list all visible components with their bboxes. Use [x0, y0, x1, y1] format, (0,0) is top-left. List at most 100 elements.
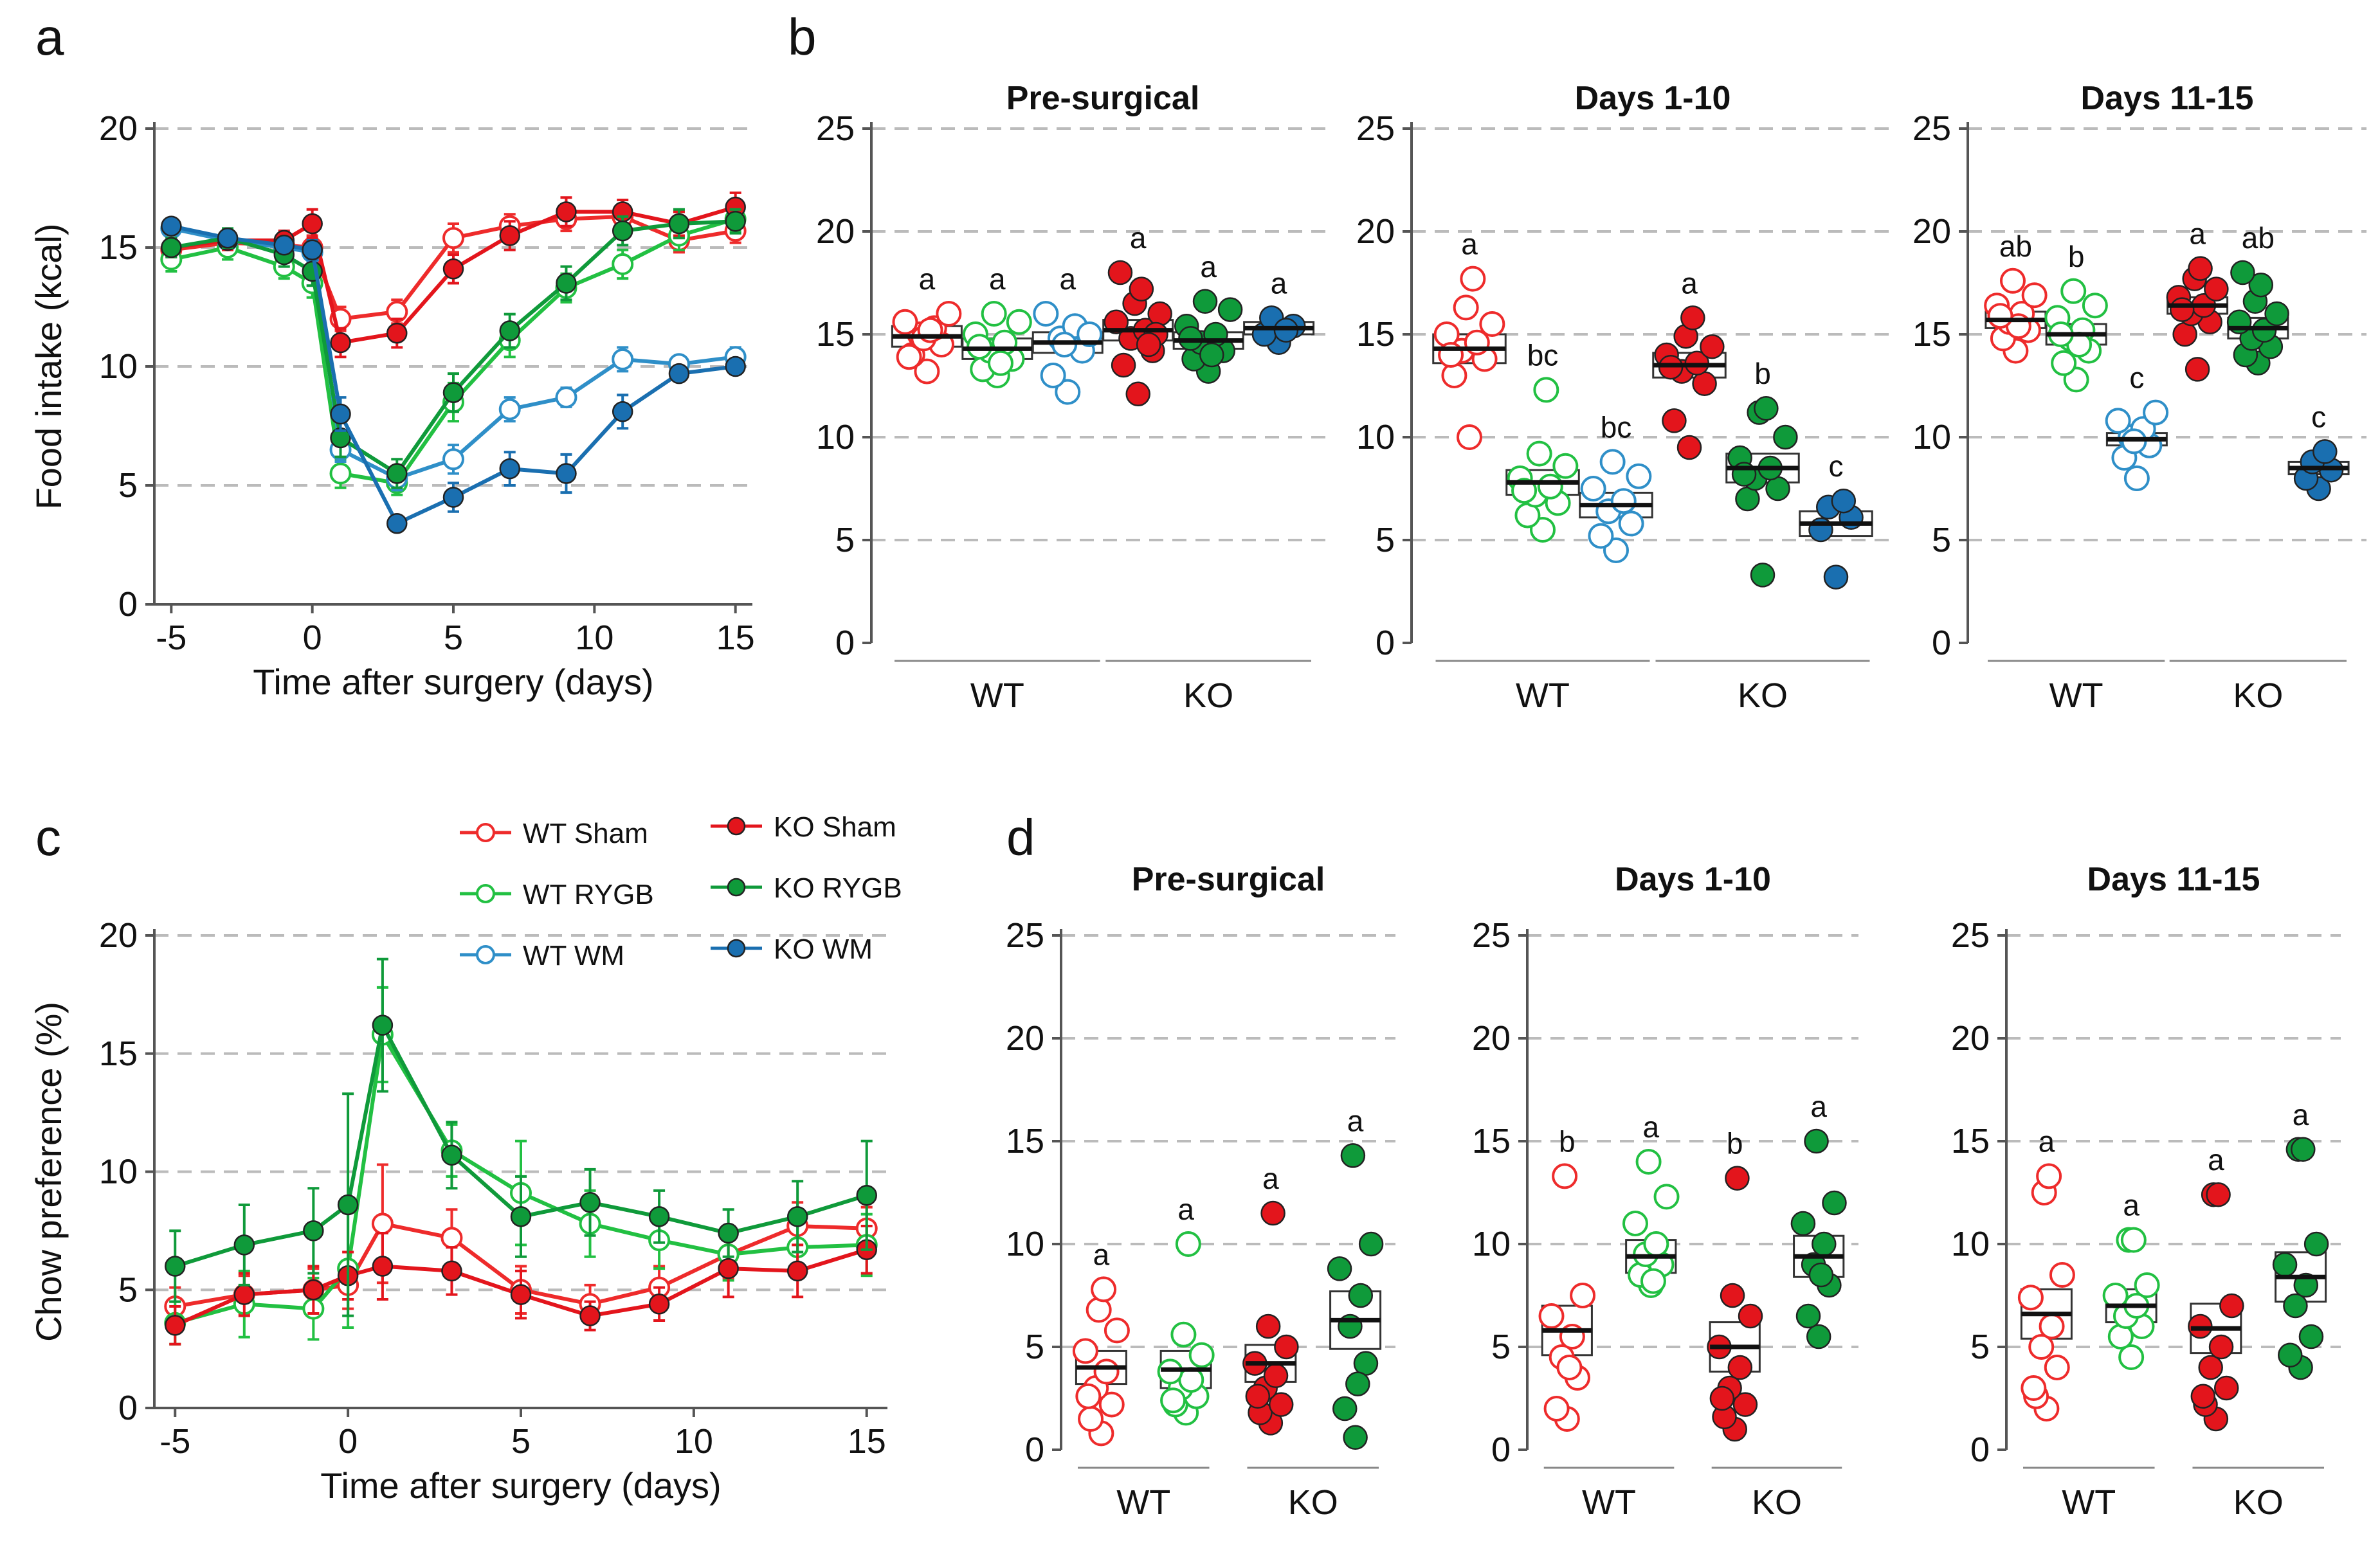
data-point: [2021, 1375, 2047, 1401]
data-point: [2278, 1342, 2303, 1368]
y-tick-label: 10: [1912, 418, 1951, 456]
data-point: [2120, 1227, 2147, 1253]
y-tick-label: 20: [816, 212, 855, 251]
data-point: [442, 487, 464, 508]
data-point: [1192, 289, 1218, 314]
group-wt-rygb: bc: [1505, 338, 1580, 543]
legend-label-ko-wm: KO WM: [774, 934, 873, 965]
data-point: [337, 1194, 359, 1216]
significance-letter: c: [1829, 449, 1844, 483]
group-wt-rygb: a: [1622, 1110, 1680, 1298]
data-point: [165, 1256, 186, 1277]
group-wt-rygb: a: [961, 262, 1033, 388]
data-point: [786, 1206, 808, 1227]
data-point: [1086, 1297, 1112, 1323]
panel-d-presurgical: d Pre-surgical 0 5 10 15 20 25 WT KO a a a a: [1006, 809, 1395, 1522]
data-point: [2118, 1344, 2145, 1370]
data-point: [1433, 321, 1460, 347]
group-label: WT: [1516, 676, 1570, 715]
data-point: [1199, 342, 1224, 368]
data-point: [1055, 379, 1081, 405]
data-point: [2044, 1355, 2070, 1380]
data-point: [1136, 332, 1161, 357]
data-point: [442, 448, 464, 471]
data-point: [1217, 297, 1243, 322]
data-point: [1804, 1128, 1829, 1154]
panel-label: d: [1006, 809, 1035, 866]
data-point: [1076, 321, 1103, 347]
data-point: [2021, 282, 2048, 309]
data-point: [1640, 1268, 1666, 1294]
y-tick-label: 10: [99, 1153, 138, 1191]
y-tick-label: 15: [1356, 315, 1395, 354]
y-tick-label: 25: [1951, 916, 1990, 955]
series-ko-sham: [161, 191, 746, 359]
data-point: [1075, 1383, 1102, 1409]
y-tick-label: 20: [1356, 212, 1395, 251]
group-wt-rygb: a: [1157, 1193, 1215, 1426]
group-ko-rygb: a: [1790, 1090, 1847, 1349]
data-point: [302, 213, 323, 235]
group-label: KO: [2233, 1483, 2284, 1522]
y-tick-label: 15: [99, 1034, 138, 1073]
y-tick-label: 0: [1491, 1430, 1511, 1469]
data-point: [1345, 1371, 1370, 1396]
group-label: WT: [970, 676, 1024, 715]
significance-letter: b: [1559, 1124, 1576, 1158]
group-ko-sham: a: [2166, 217, 2229, 382]
group-wt-rygb: b: [2044, 240, 2108, 393]
data-point: [1643, 1231, 1669, 1257]
group-wt-wm: a: [1031, 262, 1104, 405]
y-tick-label: 0: [1376, 624, 1395, 662]
data-point: [1078, 1406, 1104, 1432]
panel-title: Pre-surgical: [1006, 80, 1200, 117]
y-tick-label: 0: [835, 624, 855, 662]
legend-marker-wt-wm: [476, 945, 495, 964]
data-point: [1093, 1358, 1120, 1385]
data-point: [1808, 1262, 1834, 1288]
data-point: [556, 201, 577, 222]
data-point: [1255, 1313, 1281, 1339]
series-ko-wm: [161, 215, 746, 534]
y-tick-label: 10: [1356, 418, 1395, 456]
data-point: [1680, 305, 1705, 330]
x-tick-label: 5: [511, 1422, 531, 1461]
data-point: [1538, 1303, 1565, 1329]
legend-marker-ko-sham: [727, 817, 746, 836]
data-point: [510, 1206, 532, 1227]
y-tick-label: 5: [118, 1270, 138, 1309]
data-point: [1125, 381, 1150, 407]
data-point: [2185, 357, 2210, 382]
group-label: WT: [1116, 1483, 1170, 1522]
group-label: KO: [2233, 676, 2283, 715]
y-tick-label: 10: [99, 347, 138, 386]
group-label: KO: [1738, 676, 1788, 715]
significance-letter: a: [919, 262, 936, 296]
data-point: [303, 1279, 324, 1301]
data-point: [1552, 1163, 1578, 1189]
data-point: [1806, 1324, 1831, 1349]
data-point: [1622, 1211, 1648, 1236]
data-point: [1441, 363, 1467, 388]
data-point: [648, 1294, 670, 1315]
y-tick-label: 5: [1970, 1328, 1990, 1366]
significance-letter: ab: [1999, 230, 2032, 263]
data-point: [233, 1284, 255, 1305]
data-point: [1188, 1342, 1215, 1368]
y-tick-label: 0: [118, 585, 138, 624]
data-point: [1453, 294, 1479, 321]
data-point: [2123, 465, 2150, 491]
data-point: [2293, 1272, 2319, 1298]
significance-letter: a: [2039, 1124, 2055, 1158]
data-point: [1795, 1303, 1821, 1329]
data-point: [2017, 1285, 2044, 1311]
data-point: [1618, 510, 1644, 537]
significance-letter: ab: [2242, 221, 2275, 255]
data-point: [2051, 350, 2077, 376]
group-wt-sham: a: [2017, 1124, 2075, 1421]
group-label: WT: [1582, 1483, 1636, 1522]
legend: WT Sham WT RYGB WT WM KO Sham KO RYGB KO WM: [460, 811, 902, 971]
data-point: [1790, 1211, 1816, 1236]
data-point: [499, 320, 520, 341]
data-point: [612, 253, 634, 275]
